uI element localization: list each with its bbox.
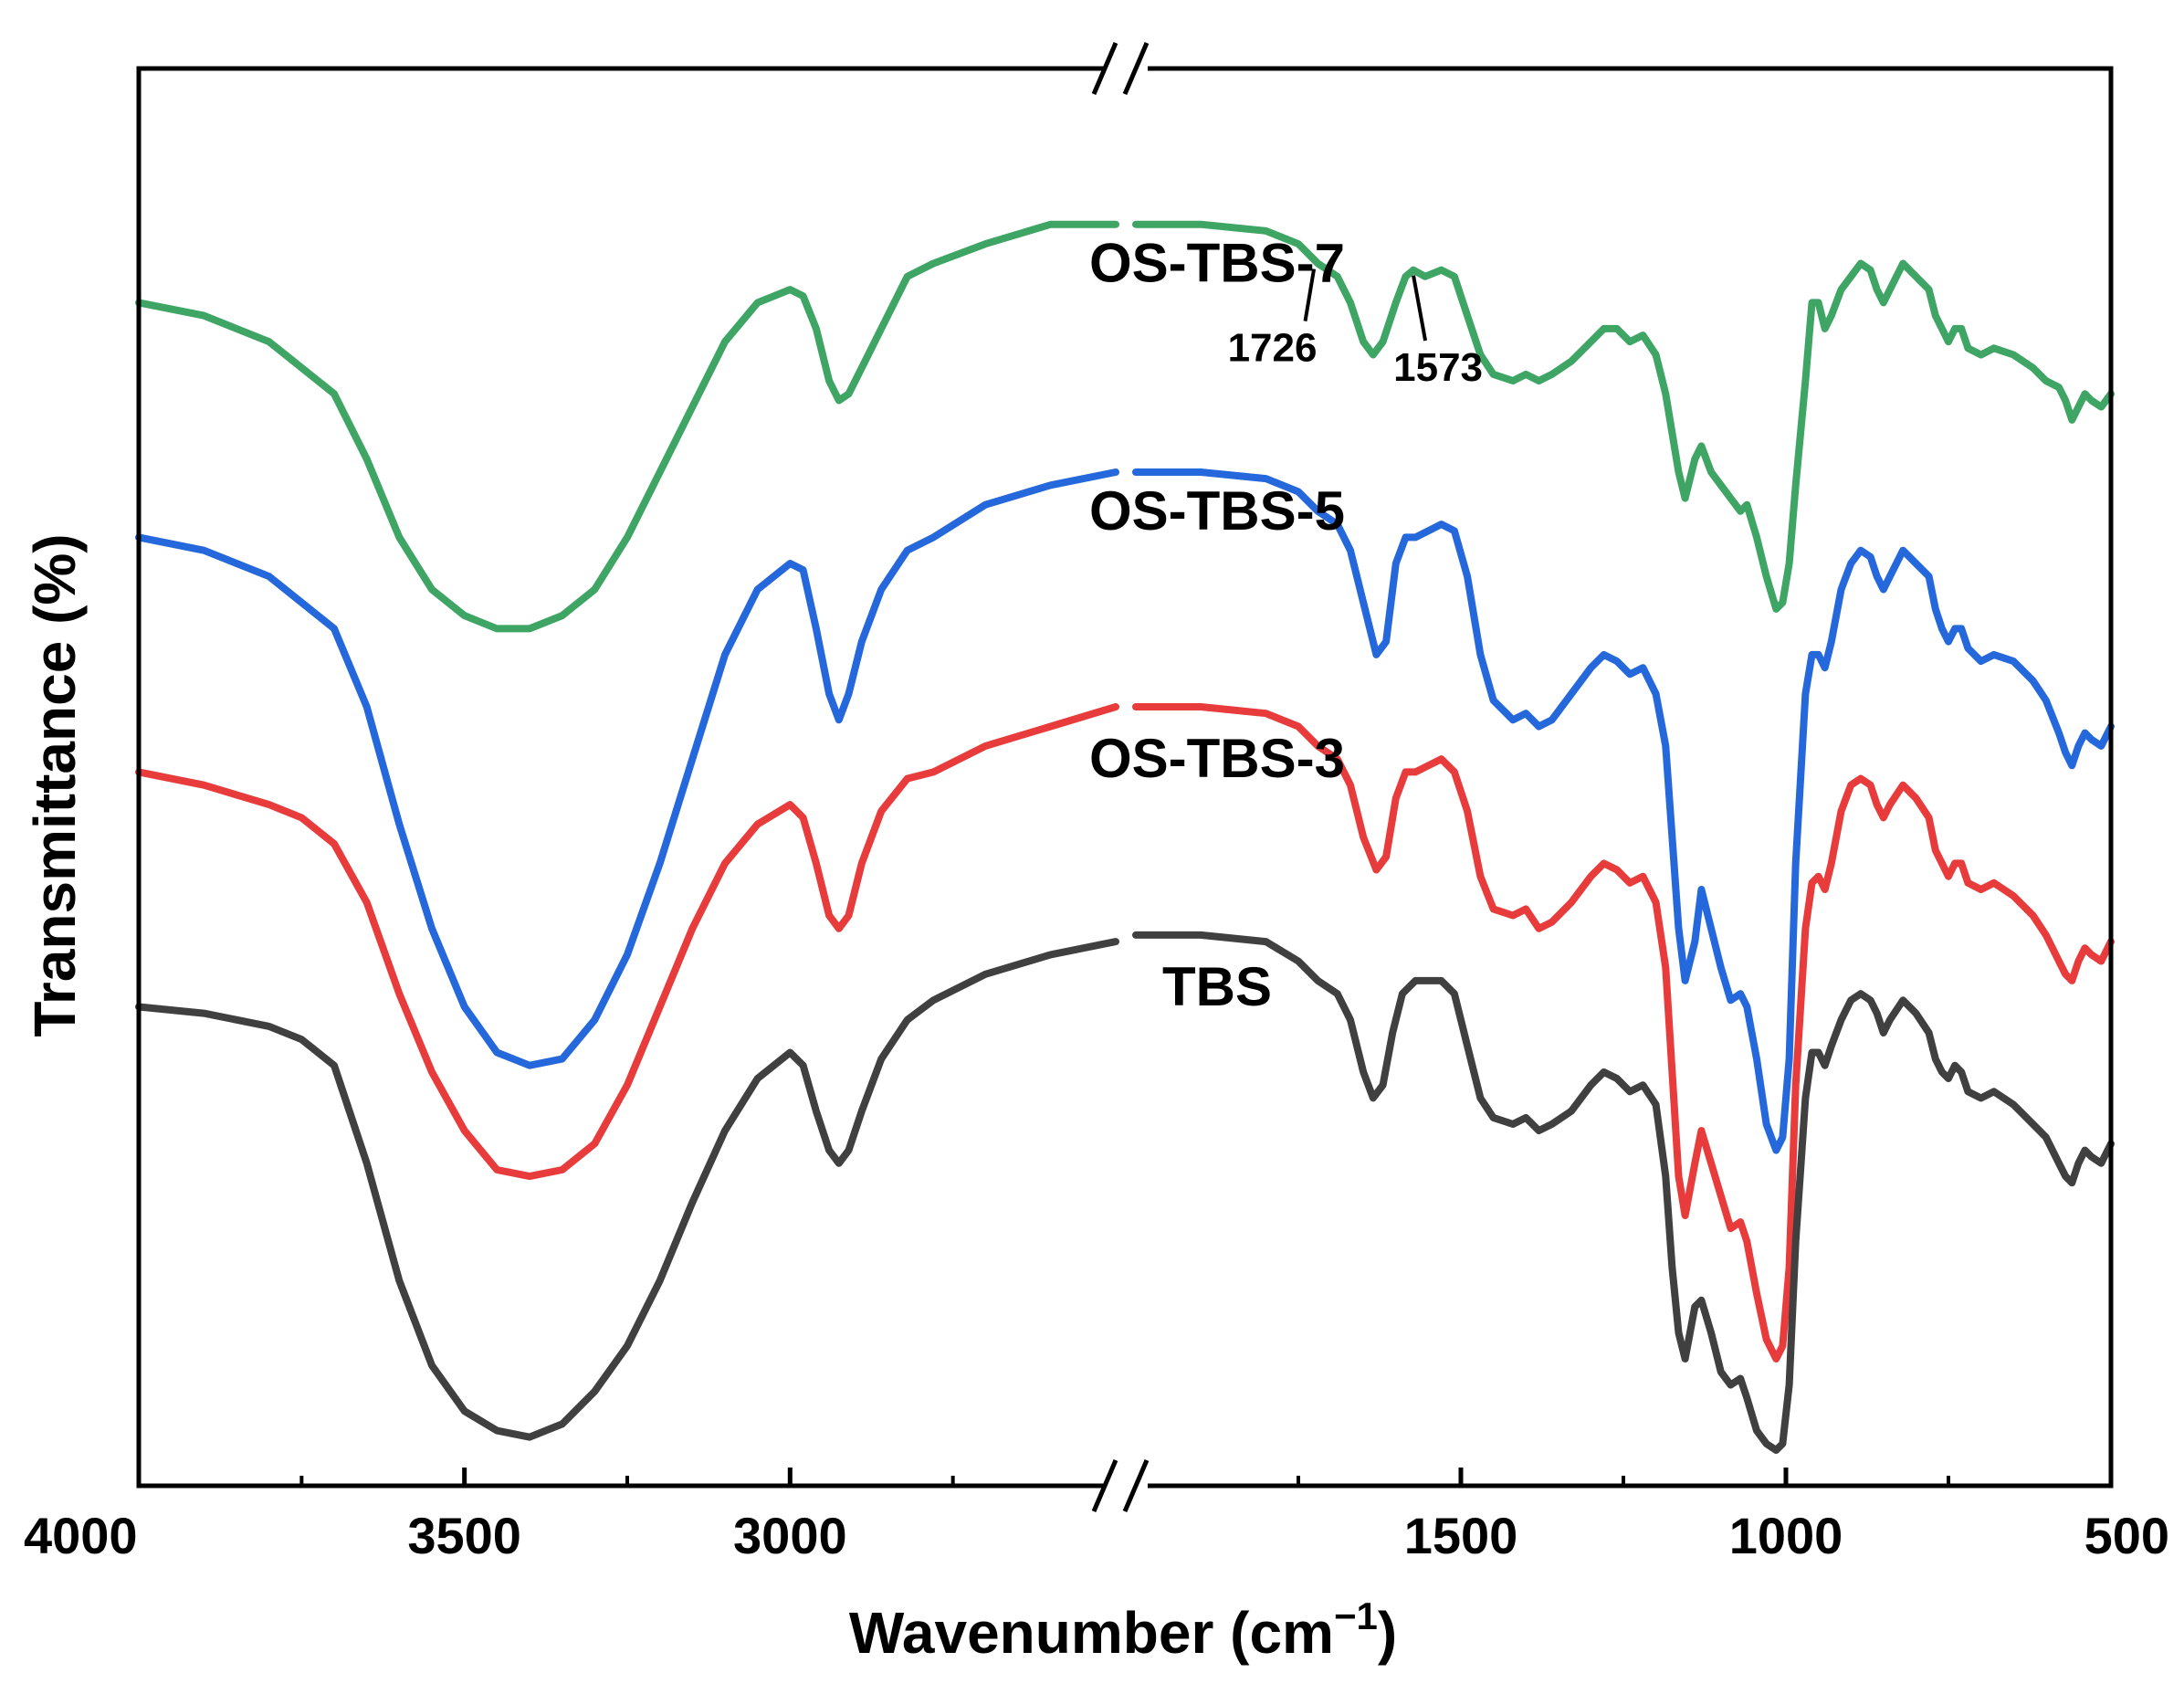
series-line-1-segment-1: [135, 220, 1119, 633]
series-line-4-segment-2: [1132, 931, 2115, 1454]
annotation-label-1726: 1726: [1228, 326, 1318, 371]
tick-label-1000: 1000: [1729, 1507, 1843, 1564]
x-axis-title-main: Wavenumber (cm: [849, 1600, 1334, 1666]
tick-label-3000: 3000: [733, 1507, 847, 1564]
series-line-4-segment-1: [135, 938, 1119, 1441]
y-axis-title: Transmittance (%): [22, 533, 88, 1036]
series-line-1-segment-2: [1132, 220, 2115, 613]
annotation-leader-1726: [1303, 268, 1317, 321]
plot-frame: [136, 42, 2114, 1512]
tick-label-500: 500: [2084, 1507, 2169, 1564]
series-label-os-tbs-7: OS-TBS-7: [1089, 233, 1345, 294]
tick-label-3500: 3500: [407, 1507, 521, 1564]
series-label-tbs: TBS: [1162, 956, 1272, 1017]
axis-break-gap: [1104, 65, 1148, 72]
x-axis-ticks: 4000 3500 3000 1500 1000 500: [24, 1468, 2169, 1564]
series-labels: OS-TBS-7 OS-TBS-5 OS-TBS-3 TBS: [1089, 233, 1345, 1018]
x-axis-title: Wavenumber (cm−1): [849, 1594, 1397, 1666]
annotation-label-1573: 1573: [1393, 345, 1483, 390]
series-line-2-segment-2: [1132, 468, 2115, 1154]
annotation-leader-1573: [1412, 275, 1428, 342]
peak-annotations: 1726 1573: [1228, 268, 1483, 390]
axis-break-slash-1-a: [1091, 42, 1118, 95]
tick-label-4000: 4000: [24, 1507, 138, 1564]
axis-break-slash-1-b: [1122, 42, 1150, 95]
series-line-3-segment-1: [135, 703, 1119, 1181]
series-line-2-segment-1: [135, 468, 1119, 1069]
x-axis-title-unit-sup: −1: [1334, 1594, 1378, 1637]
x-axis-title-close: ): [1378, 1600, 1397, 1666]
tick-label-1500: 1500: [1404, 1507, 1518, 1564]
axis-break-slash-2-a: [1091, 1459, 1118, 1512]
series-label-os-tbs-5: OS-TBS-5: [1089, 480, 1345, 542]
axis-break-gap: [1104, 1482, 1148, 1489]
series-curves: [135, 220, 2115, 1454]
series-label-os-tbs-3: OS-TBS-3: [1089, 728, 1345, 789]
series-line-3-segment-2: [1132, 703, 2115, 1363]
axis-break-slash-2-b: [1122, 1459, 1150, 1512]
